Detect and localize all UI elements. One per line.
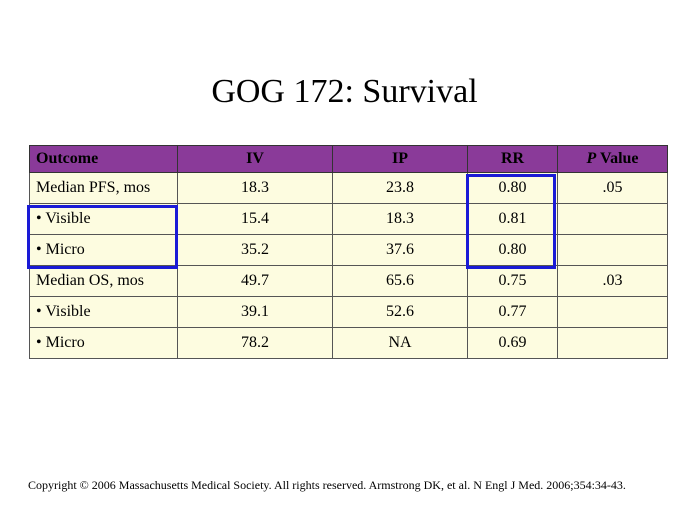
cell-ip: 18.3 <box>332 203 468 235</box>
cell-rr: 0.80 <box>467 234 558 266</box>
cell-ip: NA <box>332 327 468 359</box>
header-p-value: P Value <box>557 145 668 173</box>
cell-iv: 78.2 <box>177 327 333 359</box>
table-row: • Visible 39.1 52.6 0.77 <box>29 296 668 328</box>
header-outcome: Outcome <box>29 145 178 173</box>
cell-outcome: • Visible <box>29 203 178 235</box>
cell-p <box>557 234 668 266</box>
table-row: • Micro 78.2 NA 0.69 <box>29 327 668 359</box>
cell-ip: 37.6 <box>332 234 468 266</box>
header-iv: IV <box>177 145 333 173</box>
slide-title: GOG 172: Survival <box>211 73 478 110</box>
table-row: • Micro 35.2 37.6 0.80 <box>29 234 668 266</box>
cell-iv: 49.7 <box>177 265 333 297</box>
table-row: • Visible 15.4 18.3 0.81 <box>29 203 668 235</box>
header-ip: IP <box>332 145 468 173</box>
cell-outcome: • Visible <box>29 296 178 328</box>
copyright-footer: Copyright © 2006 Massachusetts Medical S… <box>28 478 626 492</box>
cell-rr: 0.75 <box>467 265 558 297</box>
cell-outcome: Median PFS, mos <box>29 172 178 204</box>
cell-rr: 0.77 <box>467 296 558 328</box>
cell-p: .05 <box>557 172 668 204</box>
table-row: Median PFS, mos 18.3 23.8 0.80 .05 <box>29 172 668 204</box>
cell-iv: 35.2 <box>177 234 333 266</box>
header-value-text: Value <box>596 150 639 167</box>
cell-outcome: • Micro <box>29 327 178 359</box>
cell-rr: 0.69 <box>467 327 558 359</box>
table-row: Median OS, mos 49.7 65.6 0.75 .03 <box>29 265 668 297</box>
table-header-row: Outcome IV IP RR P Value <box>29 145 668 173</box>
cell-ip: 52.6 <box>332 296 468 328</box>
cell-p <box>557 203 668 235</box>
cell-p <box>557 296 668 328</box>
header-p-italic: P <box>586 150 597 167</box>
cell-p <box>557 327 668 359</box>
cell-ip: 65.6 <box>332 265 468 297</box>
cell-outcome: • Micro <box>29 234 178 266</box>
survival-table: Outcome IV IP RR P Value Median PFS, mos… <box>29 145 668 359</box>
cell-ip: 23.8 <box>332 172 468 204</box>
header-rr: RR <box>467 145 558 173</box>
cell-iv: 15.4 <box>177 203 333 235</box>
cell-iv: 39.1 <box>177 296 333 328</box>
cell-rr: 0.81 <box>467 203 558 235</box>
cell-outcome: Median OS, mos <box>29 265 178 297</box>
cell-p: .03 <box>557 265 668 297</box>
cell-rr: 0.80 <box>467 172 558 204</box>
cell-iv: 18.3 <box>177 172 333 204</box>
